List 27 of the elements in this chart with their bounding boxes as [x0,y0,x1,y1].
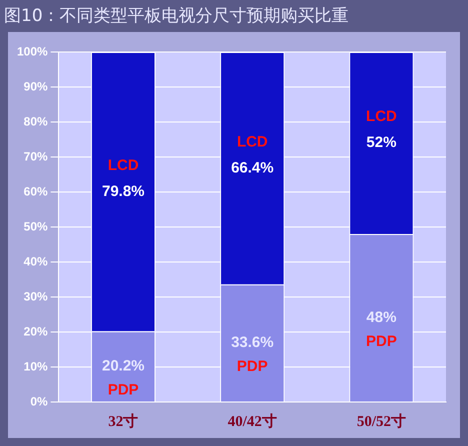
y-tick-label: 10% [24,359,48,374]
text: LCD [108,156,139,174]
y-tick-label: 30% [24,289,48,304]
y-tick-label: 90% [24,79,48,94]
y-tick-label: 80% [24,114,48,128]
chart-title: 图10：不同类型平板电视分尺寸预期购买比重 [4,5,349,27]
y-tick-label: 70% [24,149,48,164]
x-tick-label: 32寸 [108,412,138,430]
series-label: LCD [236,133,268,150]
y-tick-label: 40% [24,254,48,268]
x-tick-label: 40/42寸 [228,412,277,430]
text: LCD [366,108,397,126]
data-label: 20.2% [102,358,145,375]
y-tick-label: 100% [16,44,48,58]
data-label: 48% [366,308,396,326]
y-tick-label: 0% [30,394,48,408]
data-label: 79.8% [102,182,145,200]
text: PDP [236,358,268,376]
y-tick-label: 50% [24,219,48,234]
data-label: 66.4% [231,159,274,176]
y-tick-label: 60% [24,184,48,198]
text: PDP [366,332,397,350]
y-tick-label: 20% [24,324,48,338]
series-label: PDP [108,382,139,399]
data-label: 33.6% [231,334,274,352]
data-label: 52% [366,134,396,152]
x-tick-label: 50/52寸 [356,412,406,430]
